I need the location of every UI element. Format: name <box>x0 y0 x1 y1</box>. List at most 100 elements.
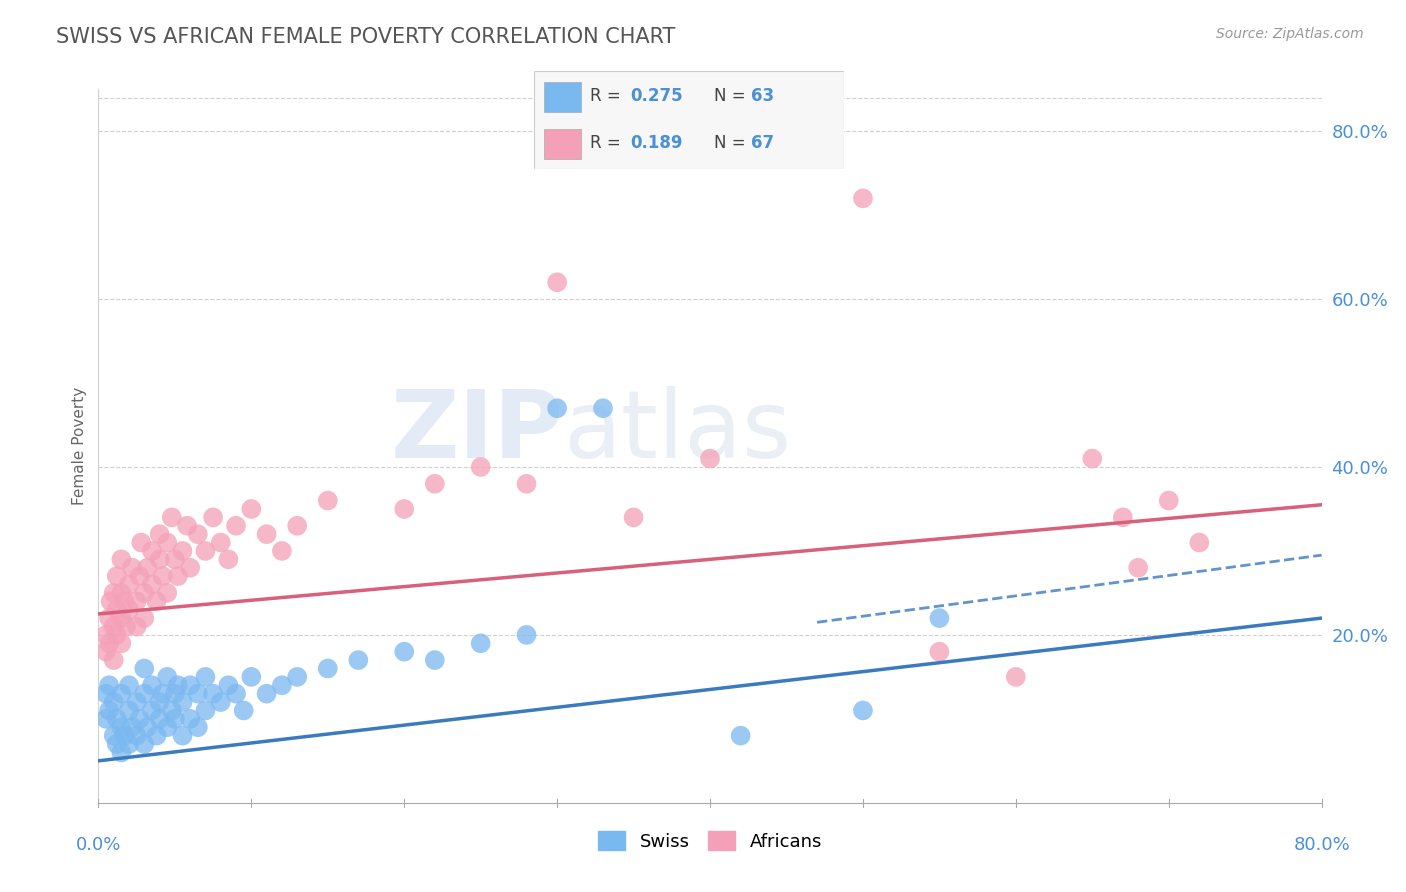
Point <box>136 720 159 734</box>
Point <box>110 586 132 600</box>
Point <box>103 586 125 600</box>
Point <box>134 687 156 701</box>
Point <box>110 687 132 701</box>
Point <box>1188 535 1211 549</box>
Point <box>516 628 538 642</box>
Text: 63: 63 <box>751 87 773 105</box>
Point <box>149 527 172 541</box>
Point <box>1081 451 1104 466</box>
Point <box>125 619 148 633</box>
Point <box>149 552 172 566</box>
Point <box>160 703 183 717</box>
Point <box>194 544 217 558</box>
Point <box>209 695 232 709</box>
Point <box>105 628 128 642</box>
Point <box>172 544 194 558</box>
Point <box>134 586 156 600</box>
Point <box>225 518 247 533</box>
Point <box>141 544 163 558</box>
Point <box>156 720 179 734</box>
Point <box>125 594 148 608</box>
Point <box>121 560 143 574</box>
Point <box>98 636 121 650</box>
Point <box>134 611 156 625</box>
Point <box>285 670 308 684</box>
Point <box>209 535 232 549</box>
Point <box>100 594 122 608</box>
Text: N =: N = <box>714 135 751 153</box>
Point <box>160 510 183 524</box>
Point <box>105 712 128 726</box>
Point <box>179 678 201 692</box>
Point <box>118 703 141 717</box>
Point <box>103 695 125 709</box>
Text: R =: R = <box>591 87 626 105</box>
Point <box>202 687 225 701</box>
Text: 80.0%: 80.0% <box>1294 837 1350 855</box>
Point <box>172 695 194 709</box>
Point <box>852 703 875 717</box>
FancyBboxPatch shape <box>534 71 844 169</box>
Point <box>110 720 132 734</box>
Point <box>623 510 645 524</box>
Point <box>103 729 125 743</box>
Point <box>179 712 201 726</box>
Point <box>110 746 132 760</box>
Text: ZIP: ZIP <box>391 385 564 478</box>
Point <box>98 678 121 692</box>
Point <box>225 687 247 701</box>
FancyBboxPatch shape <box>544 129 581 159</box>
Point <box>156 535 179 549</box>
Point <box>240 502 263 516</box>
Point <box>699 451 721 466</box>
Point <box>103 653 125 667</box>
Point <box>118 678 141 692</box>
Point <box>270 544 292 558</box>
Point <box>1128 560 1150 574</box>
Point <box>232 703 254 717</box>
Point <box>1157 493 1180 508</box>
FancyBboxPatch shape <box>544 82 581 112</box>
Point <box>134 661 156 675</box>
Point <box>149 712 172 726</box>
Point <box>423 476 446 491</box>
Point <box>128 569 150 583</box>
Point <box>179 560 201 574</box>
Point <box>141 577 163 591</box>
Point <box>152 687 174 701</box>
Point <box>156 670 179 684</box>
Point <box>194 703 217 717</box>
Point <box>187 720 209 734</box>
Point <box>592 401 614 416</box>
Point <box>256 527 278 541</box>
Point <box>163 712 186 726</box>
Point <box>928 611 950 625</box>
Text: atlas: atlas <box>564 385 792 478</box>
Point <box>149 695 172 709</box>
Point <box>98 611 121 625</box>
Point <box>103 619 125 633</box>
Point <box>156 586 179 600</box>
Point <box>470 460 492 475</box>
Point <box>392 502 416 516</box>
Point <box>163 687 186 701</box>
Point <box>134 737 156 751</box>
Legend: Swiss, Africans: Swiss, Africans <box>591 824 830 858</box>
Point <box>928 645 950 659</box>
Point <box>152 569 174 583</box>
Point <box>176 518 198 533</box>
Point <box>546 275 568 289</box>
Point <box>347 653 370 667</box>
Point <box>187 687 209 701</box>
Point <box>105 737 128 751</box>
Point <box>145 729 167 743</box>
Point <box>423 653 446 667</box>
Point <box>94 645 117 659</box>
Point <box>98 703 121 717</box>
Text: 0.189: 0.189 <box>630 135 683 153</box>
Point <box>202 510 225 524</box>
Point <box>105 569 128 583</box>
Text: 0.0%: 0.0% <box>76 837 121 855</box>
Point <box>128 712 150 726</box>
Text: 0.275: 0.275 <box>630 87 683 105</box>
